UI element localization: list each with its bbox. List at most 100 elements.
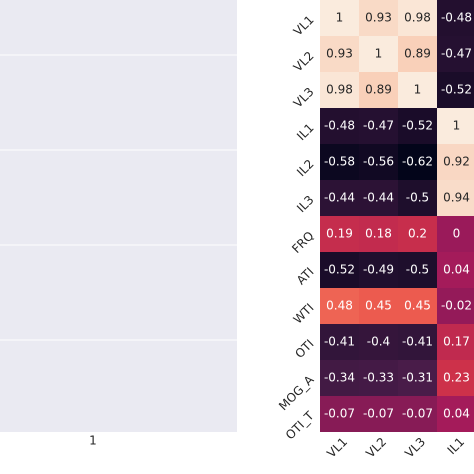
row-label: IL2 — [294, 157, 317, 180]
cell-label: -0.07 — [363, 407, 394, 421]
heatmap-cell — [359, 360, 398, 396]
heatmap-cell — [437, 360, 474, 396]
cell-label: 0.18 — [365, 227, 392, 241]
heatmap-cell — [398, 144, 437, 180]
heatmap-cell — [437, 396, 474, 432]
heatmap-cell — [398, 324, 437, 360]
heatmap-cell — [359, 396, 398, 432]
cell-label: 1 — [375, 47, 383, 61]
cell-label: 0.93 — [365, 11, 392, 25]
row-label: OTI_T — [283, 408, 317, 442]
cell-label: -0.52 — [324, 263, 355, 277]
cell-label: 0.98 — [404, 11, 431, 25]
cell-label: -0.41 — [324, 335, 355, 349]
heatmap-cell — [359, 180, 398, 216]
row-label: MOG_A — [276, 372, 317, 413]
heatmap-cell — [437, 144, 474, 180]
cell-label: 0.93 — [326, 47, 353, 61]
heatmap-cell — [359, 252, 398, 288]
cell-label: 0.2 — [408, 227, 427, 241]
heatmap-cell — [359, 324, 398, 360]
cell-label: 0.19 — [326, 227, 353, 241]
cell-label: 0.98 — [326, 83, 353, 97]
cell-label: -0.5 — [406, 191, 429, 205]
row-label: IL3 — [294, 193, 317, 216]
heatmap-cell — [437, 180, 474, 216]
cell-label: -0.52 — [441, 83, 472, 97]
heatmap-cell — [398, 0, 437, 36]
heatmap-cell — [320, 288, 359, 324]
heatmap-cell — [437, 324, 474, 360]
heatmap-cell — [398, 396, 437, 432]
cell-label: 1 — [336, 11, 344, 25]
cell-label: 0.89 — [365, 83, 392, 97]
heatmap-cell — [398, 36, 437, 72]
heatmap-cell — [320, 36, 359, 72]
heatmap-cell — [398, 288, 437, 324]
row-label: VL1 — [291, 13, 317, 39]
heatmap-cell — [320, 0, 359, 36]
cell-label: -0.47 — [441, 47, 472, 61]
cell-label: 0 — [453, 227, 461, 241]
cell-label: -0.44 — [363, 191, 394, 205]
column-label: VL1 — [324, 435, 350, 461]
cell-label: 0.04 — [443, 263, 470, 277]
column-label: VL2 — [363, 435, 389, 461]
row-label: OTI — [292, 337, 316, 361]
cell-label: 1 — [453, 119, 461, 133]
cell-label: 0.04 — [443, 407, 470, 421]
cell-label: -0.07 — [324, 407, 355, 421]
cell-label: 0.92 — [443, 155, 470, 169]
cell-label: 0.45 — [404, 299, 431, 313]
column-label: VL3 — [402, 435, 428, 461]
cell-label: -0.56 — [363, 155, 394, 169]
row-label: FRQ — [289, 229, 316, 256]
cell-label: 0.94 — [443, 191, 470, 205]
heatmap-cell — [320, 252, 359, 288]
cell-label: 0.23 — [443, 371, 470, 385]
cell-label: -0.33 — [363, 371, 394, 385]
heatmap-cell — [320, 72, 359, 108]
heatmap-cell — [437, 108, 474, 144]
heatmap-cell — [398, 360, 437, 396]
cell-label: -0.48 — [324, 119, 355, 133]
heatmap-cell — [320, 180, 359, 216]
cell-label: -0.62 — [402, 155, 433, 169]
heatmap-cell — [359, 144, 398, 180]
row-label: ATI — [294, 265, 317, 288]
x-tick-label: 1 — [89, 434, 97, 448]
heatmap-cell — [320, 324, 359, 360]
cell-label: -0.47 — [363, 119, 394, 133]
heatmap-cell — [320, 108, 359, 144]
heatmap-cell — [320, 144, 359, 180]
heatmap-cell — [437, 288, 474, 324]
cell-label: -0.49 — [363, 263, 394, 277]
heatmap-cell — [437, 0, 474, 36]
cell-label: -0.52 — [402, 119, 433, 133]
cell-label: -0.5 — [406, 263, 429, 277]
cell-label: -0.31 — [402, 371, 433, 385]
row-label: VL2 — [291, 49, 317, 75]
heatmap-cell — [320, 216, 359, 252]
heatmap-cell — [437, 36, 474, 72]
row-label: WTI — [291, 301, 317, 327]
column-label: IL1 — [445, 435, 468, 458]
heatmap-cell — [398, 252, 437, 288]
cell-label: -0.02 — [441, 299, 472, 313]
cell-label: 0.45 — [365, 299, 392, 313]
empty-plot-area — [0, 0, 237, 432]
cell-label: -0.4 — [367, 335, 390, 349]
heatmap-cell — [398, 108, 437, 144]
row-label: IL1 — [294, 121, 317, 144]
heatmap-cell — [398, 180, 437, 216]
cell-label: -0.44 — [324, 191, 355, 205]
heatmap-cell — [359, 108, 398, 144]
heatmap-cell — [437, 72, 474, 108]
cell-label: 0.17 — [443, 335, 470, 349]
cell-label: 1 — [414, 83, 422, 97]
heatmap-cell — [359, 72, 398, 108]
row-label: VL3 — [291, 85, 317, 111]
cell-label: 0.89 — [404, 47, 431, 61]
heatmap-cell — [320, 360, 359, 396]
